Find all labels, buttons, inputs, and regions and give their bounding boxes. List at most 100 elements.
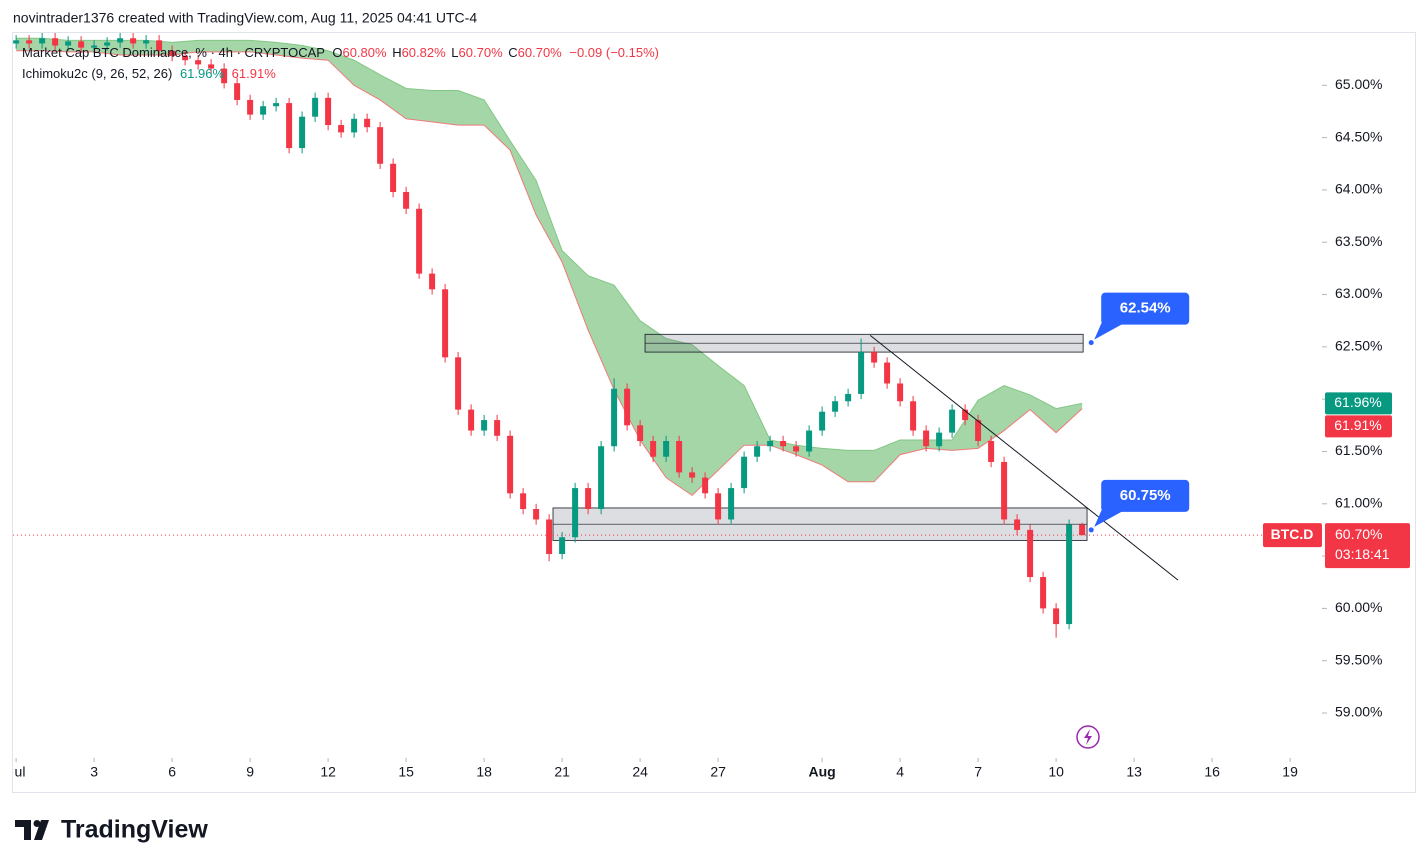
candle-body <box>585 488 592 510</box>
axis-tag-label: 61.91% <box>1334 417 1381 433</box>
x-tick-label: 4 <box>896 764 904 780</box>
candle-body <box>962 409 969 421</box>
y-tick-label: 61.00% <box>1335 494 1382 510</box>
candle-body <box>611 388 618 447</box>
candle-body <box>975 420 982 442</box>
callout-label: 62.54% <box>1120 300 1171 317</box>
x-tick-label: 27 <box>710 764 726 780</box>
candle-body <box>1066 524 1073 625</box>
cloud-lower <box>16 50 1083 497</box>
callout-point <box>1088 340 1094 346</box>
axis-tag-label: 61.96% <box>1334 394 1381 410</box>
candle-body <box>546 519 553 554</box>
legend-value: 60.70% <box>459 45 504 60</box>
callout-box <box>1101 292 1190 325</box>
symbol-tag-label: BTC.D <box>1271 526 1314 542</box>
y-tick-label: 64.50% <box>1335 128 1382 144</box>
y-tick-label: 65.00% <box>1335 76 1382 92</box>
candle-body <box>1040 577 1047 609</box>
candle-body <box>273 103 280 107</box>
legend-key: H <box>392 45 401 60</box>
candle-body <box>793 446 800 452</box>
axis-tag <box>1325 415 1392 438</box>
candle-body <box>91 45 98 48</box>
candle-body <box>351 118 358 133</box>
x-tick-label: 15 <box>398 764 414 780</box>
candle-body <box>741 456 748 489</box>
candle-body <box>481 420 488 431</box>
candle-body <box>416 208 423 274</box>
candle-body <box>780 441 787 447</box>
candle-body <box>455 357 462 410</box>
candle-body <box>78 41 85 48</box>
y-tick-label: 63.00% <box>1335 285 1382 301</box>
candle-body <box>247 99 254 115</box>
candle-body <box>1053 608 1060 625</box>
price-countdown: 03:18:41 <box>1335 546 1390 562</box>
x-tick-label: 6 <box>168 764 176 780</box>
candle-body <box>390 163 397 193</box>
candle-body <box>663 441 670 457</box>
x-tick-label: 24 <box>632 764 648 780</box>
candle-body <box>702 477 709 494</box>
callout-box <box>1101 479 1190 512</box>
candle-body <box>221 68 228 84</box>
candle-body <box>936 432 943 447</box>
candle-body <box>494 420 501 436</box>
candle-body <box>533 509 540 520</box>
callout-point <box>1088 527 1094 533</box>
candle-body <box>299 116 306 149</box>
indicator-name: Ichimoku2c (9, 26, 52, 26) <box>22 66 172 81</box>
candle-body <box>1079 524 1086 536</box>
candle-body <box>715 493 722 520</box>
callout-label: 60.75% <box>1120 487 1171 504</box>
indicator-value: 61.91% <box>232 66 277 81</box>
candle-body <box>728 488 735 520</box>
candle-body <box>520 493 527 510</box>
cloud-fill <box>16 38 1083 496</box>
candle-body <box>507 435 514 494</box>
brand-logo <box>15 820 49 840</box>
candle-body <box>832 401 839 412</box>
x-tick-label: 13 <box>1126 764 1142 780</box>
y-tick-label: 62.50% <box>1335 338 1382 354</box>
candle-body <box>650 441 657 457</box>
candle-body <box>182 56 189 61</box>
indicator-value: 61.96% <box>180 66 225 81</box>
x-tick-label: 12 <box>320 764 336 780</box>
x-tick-label: 7 <box>974 764 982 780</box>
candle-body <box>897 383 904 402</box>
candle-body <box>156 40 163 51</box>
brand-name: TradingView <box>61 816 208 844</box>
candle-body <box>442 289 449 358</box>
header: novintrader1376 created with TradingView… <box>13 10 477 26</box>
candle-body <box>1001 461 1008 520</box>
x-tick-label: 18 <box>476 764 492 780</box>
y-tick-label: 59.00% <box>1335 704 1382 720</box>
alert-icon[interactable] <box>1076 725 1100 749</box>
candle-body <box>208 64 215 69</box>
candle-body <box>52 38 59 46</box>
candle-body <box>325 97 332 126</box>
candle-body <box>819 411 826 431</box>
candle-body <box>767 441 774 447</box>
candle-body <box>923 430 930 447</box>
candle-body <box>871 352 878 363</box>
candle-body <box>65 41 72 46</box>
plot: 59.00%59.50%60.00%60.50%61.00%61.50%62.0… <box>13 33 1410 780</box>
y-tick-label: 63.50% <box>1335 233 1382 249</box>
x-tick-label: 9 <box>246 764 254 780</box>
candle-body <box>572 488 579 538</box>
candle-body <box>143 40 150 44</box>
cloud-upper <box>16 37 1083 451</box>
candle-body <box>104 42 111 46</box>
candle-body <box>884 362 891 384</box>
legend-value: 60.80% <box>342 45 387 60</box>
candle-body <box>637 425 644 442</box>
candle-body <box>312 97 319 117</box>
x-tick-label: 3 <box>90 764 98 780</box>
candle-body <box>598 446 605 510</box>
candle-body <box>117 38 124 43</box>
candle-body <box>195 60 202 65</box>
